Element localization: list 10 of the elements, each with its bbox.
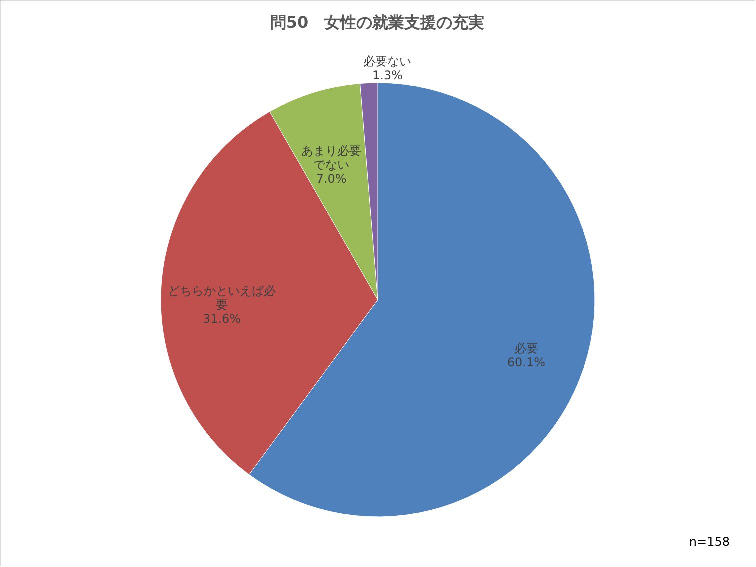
- text: n=158: [689, 535, 730, 549]
- slice-label: あまり必要でない: [302, 144, 362, 172]
- data-label: 31.6%: [202, 312, 242, 326]
- slice-label: 必要: [514, 342, 538, 356]
- slice-label: 必要ない: [364, 54, 412, 68]
- data-label: 60.1%: [507, 356, 546, 370]
- chart-title: 問50 女性の就業支援の充実: [270, 13, 485, 32]
- data-label: 1.3%: [372, 68, 403, 82]
- slice-label: どちらかといえば必要: [168, 284, 276, 312]
- data-label: 7.0%: [316, 172, 347, 186]
